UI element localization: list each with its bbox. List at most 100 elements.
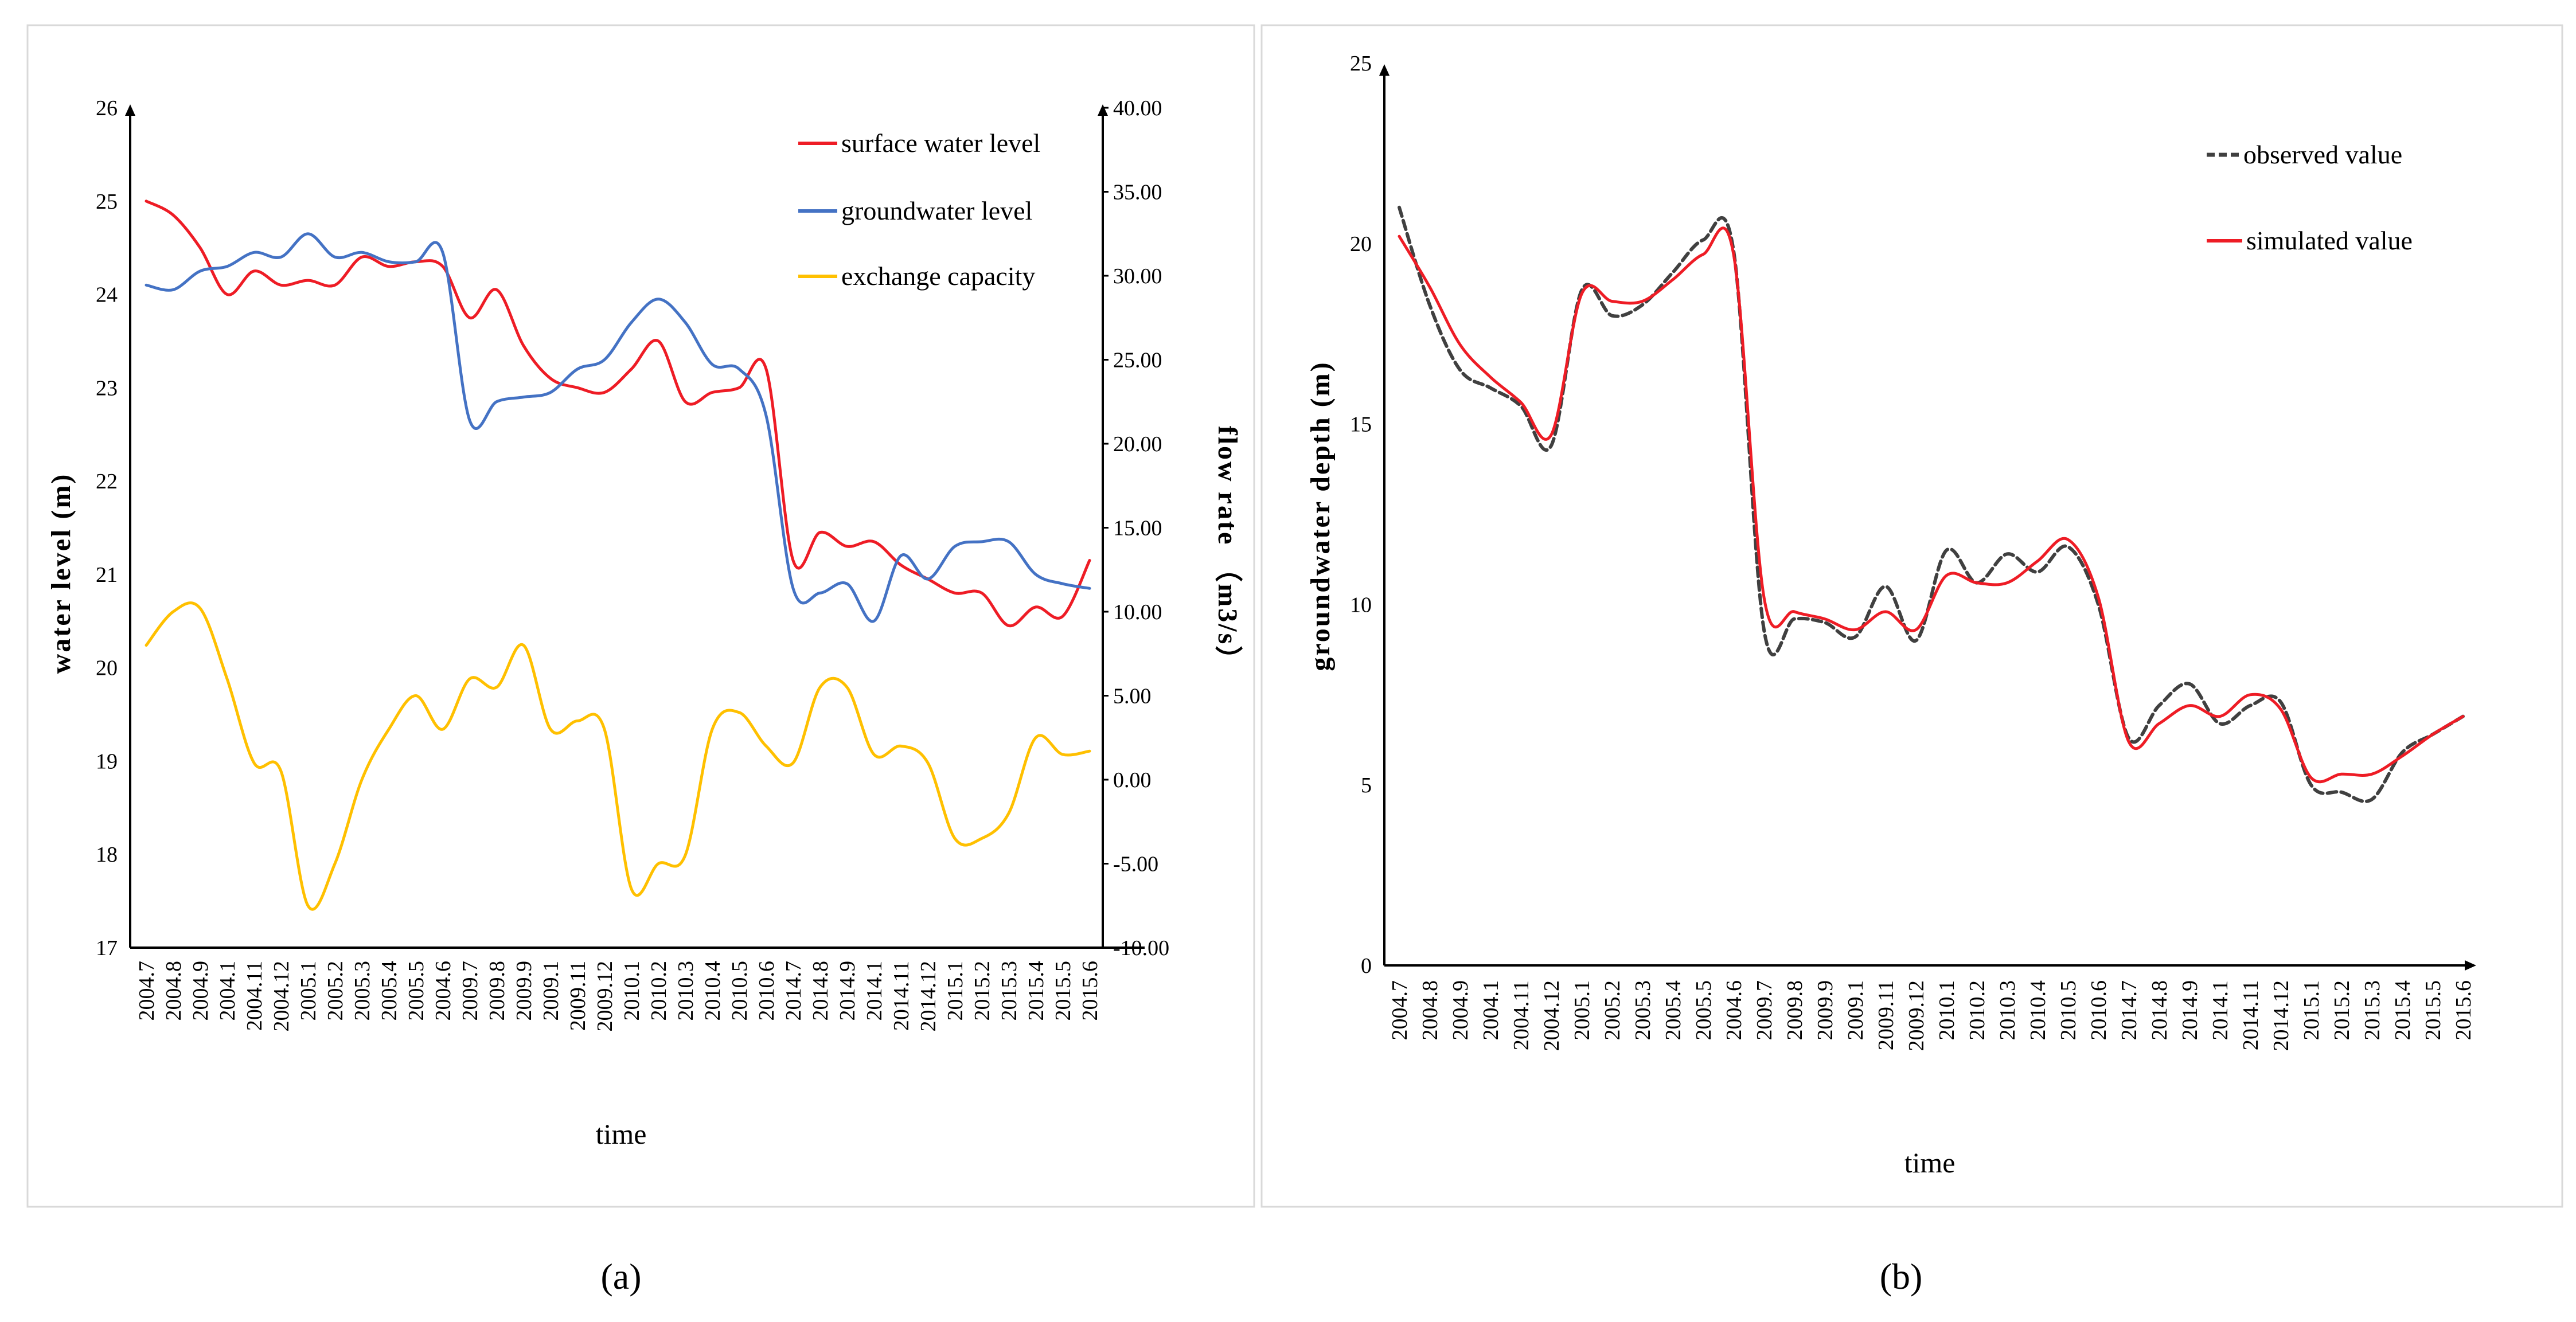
b-x-tick-label: 2010.6 [2087,980,2111,1041]
panel-b-y-axis-label: groundwater depth (m) [1305,361,1336,671]
a-y-tick-label: 22 [96,470,118,494]
a-x-tick-label: 2015.2 [970,961,994,1021]
a-x-tick-label: 2009.9 [512,961,536,1021]
b-x-tick-label: 2015.6 [2452,980,2476,1041]
b-x-tick-label: 2010.1 [1935,980,1959,1041]
a-x-tick-label: 2009.11 [566,961,590,1031]
panel-a-y2-axis-label: flow rate （m3/s） [1212,426,1243,675]
b-x-tick-label: 2009.11 [1874,980,1898,1050]
a-x-tick-label: 2010.6 [755,961,779,1021]
legend-label-observed-value: observed value [2243,140,2402,169]
panel-a-chart: 17 18 19 20 21 22 23 24 25 26 -10.00 -5.00 0.00 5.00… [26,24,1255,1297]
panel-b-x-axis-arrow [2465,960,2476,971]
b-y-tick-label: 15 [1350,413,1372,437]
panel-b-y-axis-arrow [1379,64,1390,76]
a-x-tick-label: 2010.1 [620,961,644,1021]
b-x-tick-label: 2014.11 [2239,980,2263,1050]
a-x-tick-label: 2009.8 [485,961,509,1021]
b-x-tick-label: 2015.3 [2360,980,2384,1041]
a-x-tick-label: 2010.3 [674,961,698,1021]
b-x-tick-label: 2015.2 [2330,980,2354,1041]
b-x-tick-label: 2015.1 [2300,980,2324,1041]
panel-a-y2-axis-arrow [1098,104,1108,116]
a-x-tick-label: 2010.5 [728,961,752,1021]
b-y-tick-label: 10 [1350,593,1372,617]
a-x-tick-label: 2004.6 [431,961,455,1021]
b-x-tick-label: 2010.5 [2056,980,2081,1041]
a-x-tick-label: 2014.8 [809,961,833,1021]
a-x-tick-label: 2014.9 [836,961,860,1021]
b-y-tick-label: 25 [1350,52,1372,76]
a-y2-tick-label: -10.00 [1113,936,1169,960]
a-x-tick-label: 2009.7 [458,961,482,1021]
a-y2-tick-label: 35.00 [1113,181,1162,205]
a-y-tick-label: 26 [96,96,118,120]
b-x-tick-label: 2010.3 [1996,980,2020,1041]
a-x-tick-label: 2004.1 [216,961,240,1021]
b-x-tick-label: 2005.5 [1692,980,1716,1041]
b-y-tick-label: 0 [1361,954,1372,978]
a-x-tick-label: 2015.6 [1078,961,1102,1021]
a-y-tick-label: 19 [96,749,118,773]
b-x-tick-label: 2004.12 [1540,980,1564,1051]
b-x-tick-label: 2014.7 [2117,980,2141,1041]
a-y-tick-label: 18 [96,843,118,867]
b-x-tick-label: 2010.4 [2026,980,2050,1041]
a-series-groundwater-level [145,232,1091,623]
panel-b-legend: observed value simulated value [2207,140,2413,255]
b-x-tick-label: 2009.12 [1904,980,1929,1051]
a-y2-tick-label: 30.00 [1113,264,1162,288]
a-x-tick-label: 2005.2 [323,961,348,1021]
a-x-tick-label: 2010.2 [647,961,671,1021]
b-x-tick-label: 2005.1 [1570,980,1594,1041]
a-y2-tick-label: 15.00 [1113,517,1162,541]
a-x-tick-label: 2005.4 [377,961,401,1021]
panel-a-y-axis-label: water level (m) [46,473,76,674]
a-x-tick-label: 2014.11 [889,961,914,1031]
a-x-tick-label: 2015.4 [1024,961,1048,1021]
a-x-tick-label: 2004.7 [135,961,159,1021]
b-x-tick-label: 2010.2 [1965,980,1989,1041]
b-x-tick-label: 2005.4 [1661,980,1685,1041]
panel-a-label: (a) [600,1256,641,1297]
legend-label-exchange-capacity: exchange capacity [841,261,1035,291]
a-y-tick-label: 20 [96,656,118,680]
panel-a-y-axis-arrow [125,104,135,116]
b-x-tick-label: 2005.3 [1631,980,1655,1041]
a-x-tick-label: 2004.11 [243,961,267,1031]
b-x-tick-label: 2014.1 [2208,980,2232,1041]
a-x-tick-label: 2009.12 [593,961,617,1032]
b-y-tick-label: 5 [1361,773,1372,797]
a-y2-tick-label: 5.00 [1113,685,1152,709]
a-x-tick-label: 2015.1 [943,961,967,1021]
legend-label-groundwater-level: groundwater level [841,196,1032,225]
b-x-tick-label: 2014.8 [2148,980,2172,1041]
a-x-tick-label: 2015.3 [997,961,1021,1021]
panel-b-label: (b) [1880,1256,1923,1297]
a-x-tick-label: 2014.7 [782,961,806,1021]
a-y-tick-label: 23 [96,376,118,400]
panel-b-x-axis-label: time [1904,1147,1956,1179]
b-x-tick-label: 2009.1 [1844,980,1868,1041]
a-y-tick-label: 21 [96,563,118,587]
a-y-tick-label: 24 [96,283,118,307]
b-x-tick-label: 2004.6 [1722,980,1746,1041]
b-x-tick-label: 2009.7 [1753,980,1777,1041]
a-y2-tick-label: 25.00 [1113,349,1162,373]
legend-label-simulated-value: simulated value [2246,226,2413,255]
b-series-observed-value [1398,205,2465,803]
b-x-tick-label: 2004.9 [1449,980,1473,1041]
b-x-tick-label: 2004.7 [1388,980,1412,1041]
a-x-tick-label: 2015.5 [1051,961,1075,1021]
a-x-tick-label: 2005.3 [350,961,374,1021]
a-x-tick-label: 2009.1 [539,961,563,1021]
a-x-tick-label: 2004.9 [189,961,213,1021]
legend-label-surface-water-level: surface water level [841,128,1040,158]
b-x-tick-label: 2015.5 [2421,980,2445,1041]
a-x-tick-label: 2010.4 [701,961,725,1021]
b-x-tick-label: 2009.8 [1783,980,1807,1041]
a-y2-tick-label: 20.00 [1113,432,1162,456]
a-x-tick-label: 2005.1 [296,961,321,1021]
